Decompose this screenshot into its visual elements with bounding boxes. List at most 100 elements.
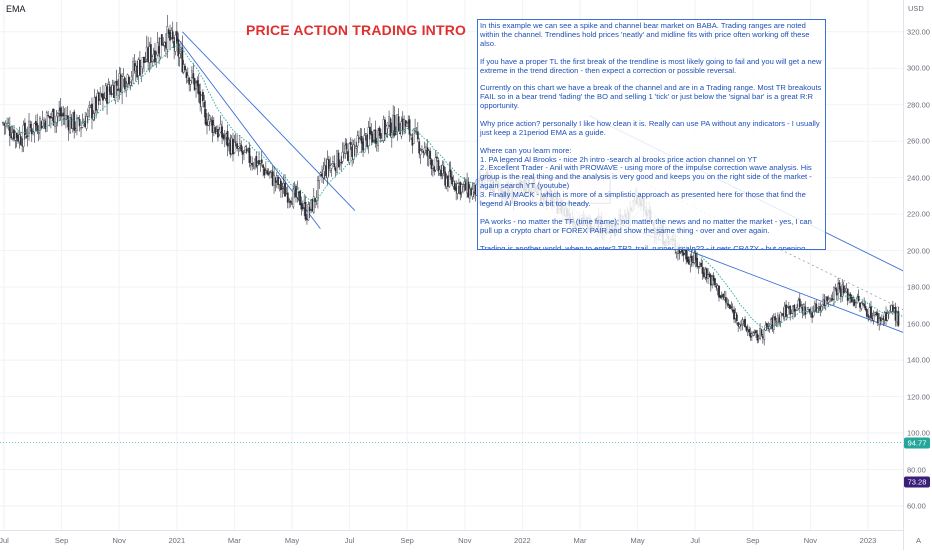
- candle-body: [763, 330, 764, 340]
- candle-body: [714, 279, 715, 285]
- candle-body: [731, 307, 732, 308]
- candle-body: [410, 135, 411, 136]
- candle-body: [774, 316, 775, 320]
- candle-body: [787, 308, 788, 315]
- time-tick-label: Nov: [458, 536, 471, 545]
- price-tick-label: 140.00: [907, 356, 930, 365]
- candle-body: [131, 76, 132, 80]
- candle-body: [755, 331, 756, 334]
- candle-body: [282, 188, 283, 189]
- candle-body: [79, 119, 80, 126]
- candle-body: [868, 316, 869, 317]
- price-tick-label: 160.00: [907, 319, 930, 328]
- candle-body: [161, 34, 162, 45]
- time-tick-label: 2023: [860, 536, 877, 545]
- candle-body: [873, 315, 874, 320]
- candle-body: [246, 150, 247, 152]
- price-tick-label: 300.00: [907, 64, 930, 73]
- candle-body: [429, 151, 430, 158]
- auto-scale-button[interactable]: A: [916, 536, 921, 545]
- candle-body: [835, 288, 836, 289]
- candle-body: [391, 133, 392, 138]
- candle-body: [356, 147, 357, 149]
- candle-body: [744, 319, 745, 327]
- time-tick-label: Sep: [55, 536, 68, 545]
- candle-body: [398, 117, 399, 132]
- candle-body: [251, 163, 252, 165]
- currency-label[interactable]: USD: [908, 4, 924, 13]
- time-axis-divider: [0, 530, 903, 531]
- candle-body: [215, 127, 216, 132]
- candle-body: [26, 137, 27, 138]
- candle-body: [753, 333, 754, 336]
- channel-line-lower: [617, 223, 932, 502]
- candle-body: [262, 165, 263, 168]
- candle-body: [126, 87, 127, 91]
- candle-body: [249, 148, 250, 163]
- time-tick-label: 2022: [514, 536, 531, 545]
- price-tick-label: 80.00: [907, 465, 926, 474]
- candle-body: [340, 162, 341, 163]
- candle-body: [37, 123, 38, 131]
- note-paragraph: If you have a proper TL the first break …: [480, 58, 823, 76]
- candle-body: [184, 66, 185, 70]
- candle-body: [223, 135, 224, 139]
- candle-body: [435, 158, 436, 170]
- candle-body: [839, 283, 840, 290]
- note-paragraph: Where can you learn more: 1. PA legend A…: [480, 147, 823, 209]
- note-paragraph: Trading is another world, when to enter?…: [480, 245, 823, 250]
- candle-body: [843, 286, 844, 293]
- candle-body: [420, 151, 421, 155]
- candle-body: [202, 92, 203, 100]
- candle-body: [813, 312, 814, 316]
- time-tick-label: Jul: [690, 536, 700, 545]
- price-tick-label: 280.00: [907, 100, 930, 109]
- candle-body: [725, 297, 726, 302]
- candle-body: [287, 193, 288, 203]
- level-price-tag: 73.28: [904, 476, 930, 487]
- candle-body: [24, 123, 25, 135]
- candle-body: [436, 157, 437, 158]
- candle-body: [102, 94, 103, 101]
- chart-title: PRICE ACTION TRADING INTRO: [246, 22, 466, 38]
- candle-body: [346, 143, 347, 149]
- price-tick-label: 320.00: [907, 27, 930, 36]
- indicator-label[interactable]: EMA: [6, 4, 26, 14]
- price-tick-label: 60.00: [907, 502, 926, 511]
- candle-body: [293, 189, 294, 207]
- candle-body: [462, 185, 463, 187]
- time-tick-label: 2021: [168, 536, 185, 545]
- candle-body: [190, 81, 191, 85]
- candle-body: [863, 304, 864, 306]
- candle-body: [9, 127, 10, 136]
- candle-body: [406, 123, 407, 126]
- candle-body: [349, 143, 350, 163]
- candle-body: [27, 136, 28, 137]
- candle-body: [353, 145, 354, 160]
- candle-body: [866, 309, 867, 316]
- candle-body: [331, 165, 332, 169]
- candle-body: [305, 202, 306, 219]
- candle-body: [334, 164, 335, 167]
- candle-body: [109, 87, 110, 91]
- candle-body: [284, 183, 285, 196]
- candle-body: [898, 311, 899, 325]
- price-tick-label: 220.00: [907, 210, 930, 219]
- candle-body: [145, 61, 146, 62]
- candle-body: [413, 129, 414, 143]
- candle-body: [421, 149, 422, 150]
- analysis-note-box[interactable]: In this example we can see a spike and c…: [477, 19, 826, 250]
- candle-body: [443, 166, 444, 171]
- candle-body: [757, 334, 758, 340]
- candle-body: [76, 118, 77, 131]
- candle-body: [847, 289, 848, 301]
- candle-body: [179, 54, 180, 58]
- candle-body: [855, 303, 856, 307]
- time-tick-label: Nov: [113, 536, 126, 545]
- candle-body: [30, 124, 31, 128]
- time-tick-label: Sep: [746, 536, 759, 545]
- candle-body: [38, 133, 39, 134]
- candle-body: [78, 118, 79, 119]
- candle-body: [870, 307, 871, 318]
- candle-body: [701, 263, 702, 266]
